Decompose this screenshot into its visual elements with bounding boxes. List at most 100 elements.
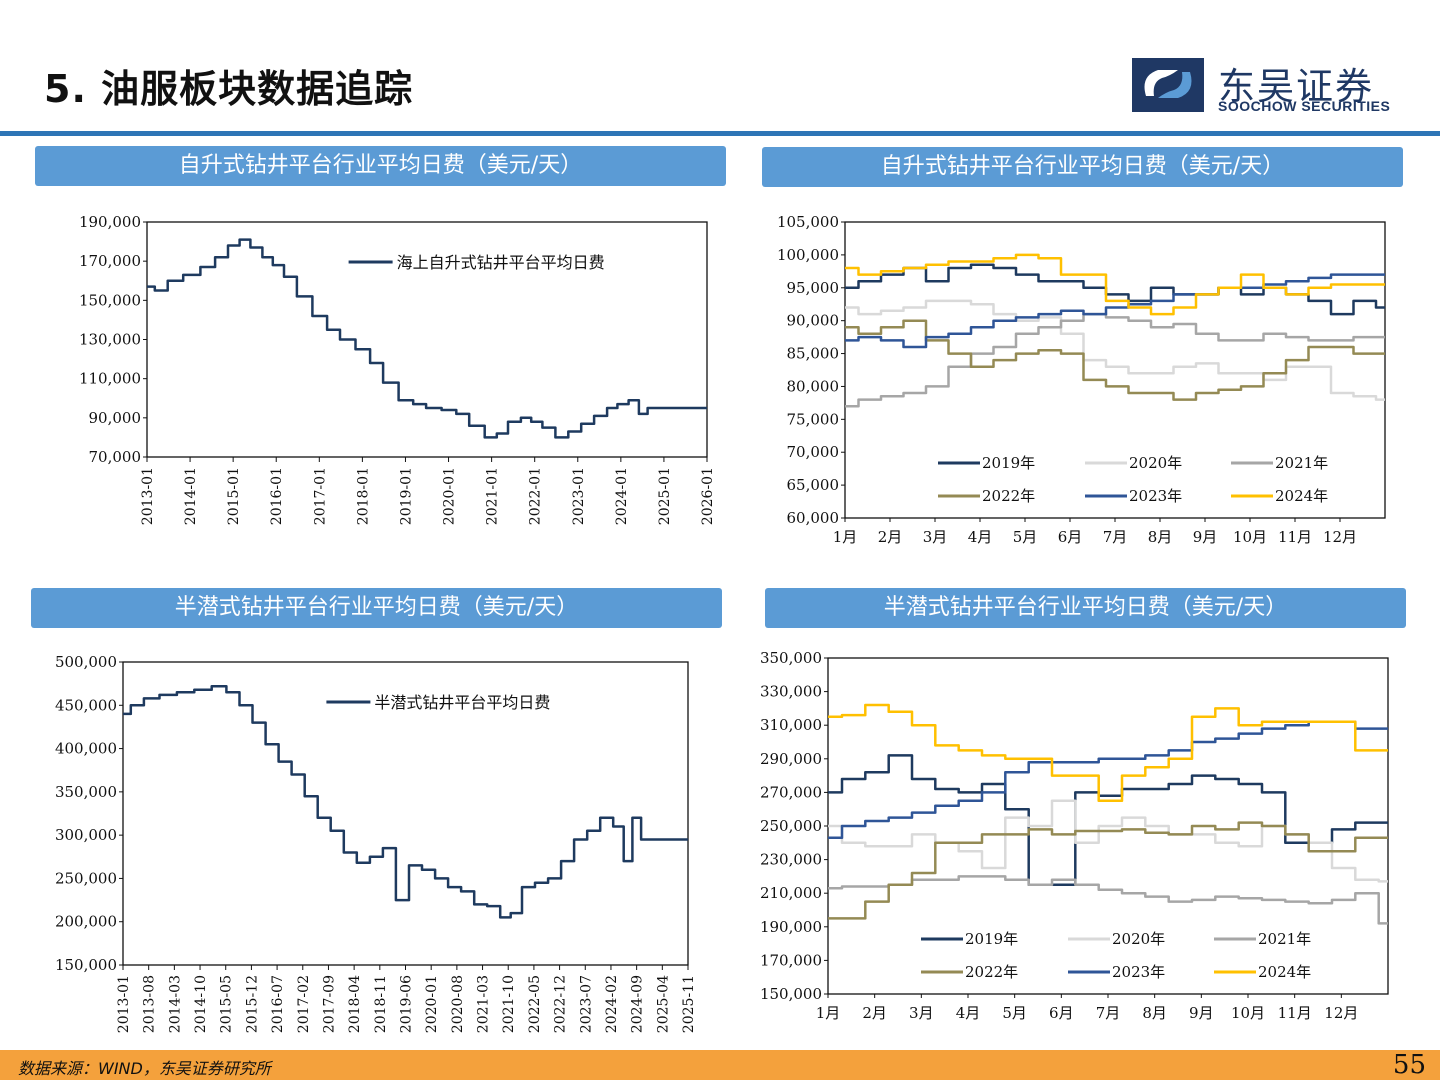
x-tick-label: 2月 <box>878 528 903 546</box>
chart-semisub-history: 500,000 450,000 400,000 350,000 300,000 250,0… <box>55 653 697 1033</box>
x-tick-label: 3月 <box>909 1004 934 1022</box>
x-tick-label: 8月 <box>1148 528 1173 546</box>
x-tick-label: 2013-08 <box>142 975 158 1033</box>
y-tick-label: 400,000 <box>55 740 117 758</box>
x-tick-label: 2024-09 <box>630 975 646 1033</box>
y-tick-label: 350,000 <box>760 649 822 667</box>
legend-label: 2023年 <box>1112 963 1165 981</box>
x-tick-label: 2022-05 <box>527 975 543 1033</box>
y-tick-label: 350,000 <box>55 783 117 801</box>
x-tick-label: 10月 <box>1231 1004 1265 1022</box>
x-tick-label: 2022-12 <box>553 975 569 1033</box>
y-tick-label: 105,000 <box>777 213 839 231</box>
y-tick-label: 500,000 <box>55 653 117 671</box>
y-tick-label: 85,000 <box>787 345 840 363</box>
series-line-2020年 <box>845 299 1385 401</box>
legend-label: 2021年 <box>1258 930 1311 948</box>
legend-label: 半潜式钻井平台平均日费 <box>374 693 550 712</box>
x-tick-label: 8月 <box>1142 1004 1167 1022</box>
x-tick-label: 5月 <box>1013 528 1038 546</box>
y-tick-label: 200,000 <box>55 913 117 931</box>
chart-header-jackup-yearly: 自升式钻井平台行业平均日费（美元/天） <box>762 147 1403 187</box>
x-tick-label: 3月 <box>923 528 948 546</box>
x-tick-label: 1月 <box>816 1004 841 1022</box>
x-tick-label: 2013-01 <box>116 975 132 1033</box>
y-tick-label: 150,000 <box>760 985 822 1003</box>
legend-label: 2019年 <box>965 930 1018 948</box>
legend-label: 2024年 <box>1275 487 1328 505</box>
y-tick-label: 90,000 <box>89 409 142 427</box>
series-line-2023年 <box>828 720 1388 840</box>
soochow-logo-icon <box>1132 58 1204 112</box>
header-rule <box>0 131 1440 136</box>
series-line-2022年 <box>828 821 1388 920</box>
y-tick-label: 270,000 <box>760 783 822 801</box>
x-tick-label: 12月 <box>1324 1004 1358 1022</box>
y-tick-label: 65,000 <box>787 476 840 494</box>
chart-jackup-yearly: 105,000 100,000 95,000 90,000 85,000 80,000 75… <box>777 213 1386 546</box>
y-tick-label: 60,000 <box>787 509 840 527</box>
x-tick-label: 2018-11 <box>373 975 389 1033</box>
series-line-2022年 <box>845 319 1385 401</box>
x-tick-label: 2014-03 <box>167 975 183 1033</box>
y-tick-label: 100,000 <box>777 246 839 264</box>
series-line-2024年 <box>828 703 1388 803</box>
x-tick-label: 2020-08 <box>450 975 466 1033</box>
legend-label: 2020年 <box>1129 454 1182 472</box>
x-tick-label: 2020-01 <box>442 467 458 525</box>
y-tick-label: 230,000 <box>760 851 822 869</box>
y-tick-label: 300,000 <box>55 826 117 844</box>
x-tick-label: 11月 <box>1278 528 1312 546</box>
x-tick-label: 2025-04 <box>655 975 671 1033</box>
x-tick-label: 2017-02 <box>296 975 312 1033</box>
x-tick-label: 9月 <box>1189 1004 1214 1022</box>
chart-header-jackup-hist: 自升式钻井平台行业平均日费（美元/天） <box>35 146 726 186</box>
x-tick-label: 2024-02 <box>604 975 620 1033</box>
series-line-2021年 <box>845 312 1385 408</box>
x-tick-label: 11月 <box>1278 1004 1312 1022</box>
footer-bar: 数据来源：WIND，东吴证券研究所 55 <box>0 1050 1440 1080</box>
x-tick-label: 2024-01 <box>614 467 630 525</box>
chart-jackup-history: 190,000 170,000 150,000 130,000 110,000 90,00… <box>79 213 716 525</box>
x-tick-label: 5月 <box>1002 1004 1027 1022</box>
x-tick-label: 2017-09 <box>321 975 337 1033</box>
page-title: 5. 油服板块数据追踪 <box>44 67 414 111</box>
x-tick-label: 2020-01 <box>424 975 440 1033</box>
chart-header-semisub-hist: 半潜式钻井平台行业平均日费（美元/天） <box>31 588 722 628</box>
series-line-2021年 <box>828 875 1388 925</box>
y-tick-label: 250,000 <box>55 869 117 887</box>
y-tick-label: 70,000 <box>787 443 840 461</box>
logo-text-cn: 东吴证券 <box>1218 65 1374 108</box>
series-line-海上自升式钻井平台平均日费 <box>147 238 707 439</box>
series-line-2024年 <box>845 253 1385 316</box>
x-tick-label: 2015-12 <box>244 975 260 1033</box>
legend-label: 海上自升式钻井平台平均日费 <box>397 253 605 272</box>
x-tick-label: 2021-03 <box>476 975 492 1033</box>
y-tick-label: 310,000 <box>760 716 822 734</box>
x-tick-label: 4月 <box>956 1004 981 1022</box>
legend-label: 2020年 <box>1112 930 1165 948</box>
y-tick-label: 150,000 <box>79 291 141 309</box>
x-tick-label: 2025-01 <box>657 467 673 525</box>
y-tick-label: 80,000 <box>787 377 840 395</box>
x-tick-label: 7月 <box>1096 1004 1121 1022</box>
x-tick-label: 2014-01 <box>183 467 199 525</box>
x-tick-label: 7月 <box>1103 528 1128 546</box>
series-line-2019年 <box>828 754 1388 887</box>
y-tick-label: 150,000 <box>55 956 117 974</box>
x-tick-label: 2016-07 <box>270 975 286 1033</box>
y-tick-label: 210,000 <box>760 884 822 902</box>
x-tick-label: 2018-01 <box>355 467 371 525</box>
x-tick-label: 2016-01 <box>269 467 285 525</box>
legend-label: 2019年 <box>982 454 1035 472</box>
x-tick-label: 2015-05 <box>219 975 235 1033</box>
series-line-2023年 <box>845 273 1385 349</box>
x-tick-label: 2015-01 <box>226 467 242 525</box>
legend-label: 2021年 <box>1275 454 1328 472</box>
x-tick-label: 4月 <box>968 528 993 546</box>
x-tick-label: 2021-01 <box>485 467 501 525</box>
x-tick-label: 6月 <box>1058 528 1083 546</box>
x-tick-label: 2026-01 <box>700 467 716 525</box>
x-tick-label: 2014-10 <box>193 975 209 1033</box>
x-tick-label: 2019-01 <box>398 467 414 525</box>
